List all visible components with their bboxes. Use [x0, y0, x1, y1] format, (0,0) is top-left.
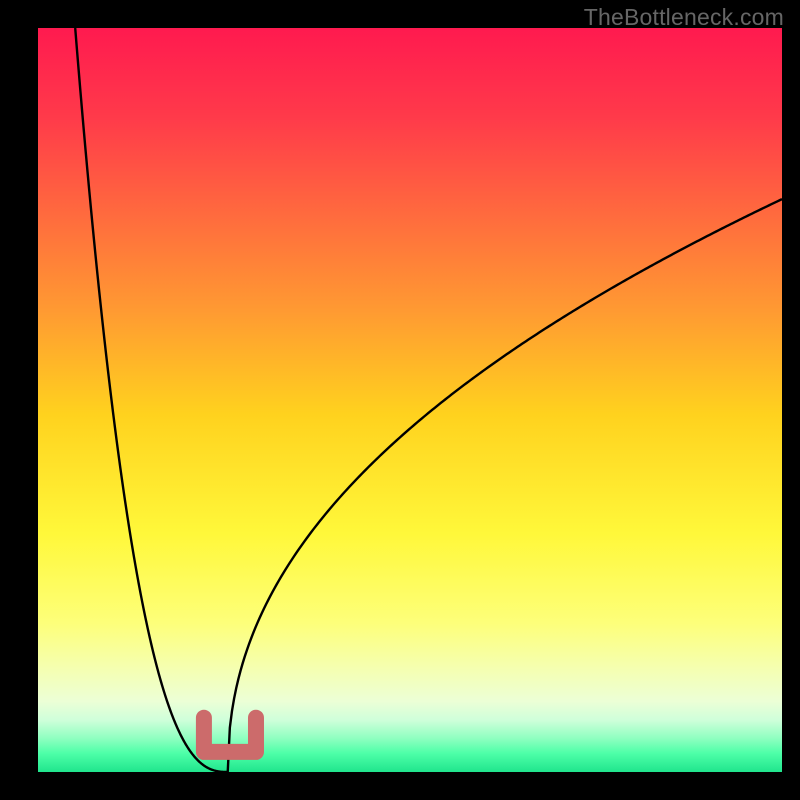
gradient-background: [38, 28, 782, 772]
plot-area: [38, 28, 782, 772]
watermark-text: TheBottleneck.com: [584, 4, 784, 31]
chart-svg: [38, 28, 782, 772]
